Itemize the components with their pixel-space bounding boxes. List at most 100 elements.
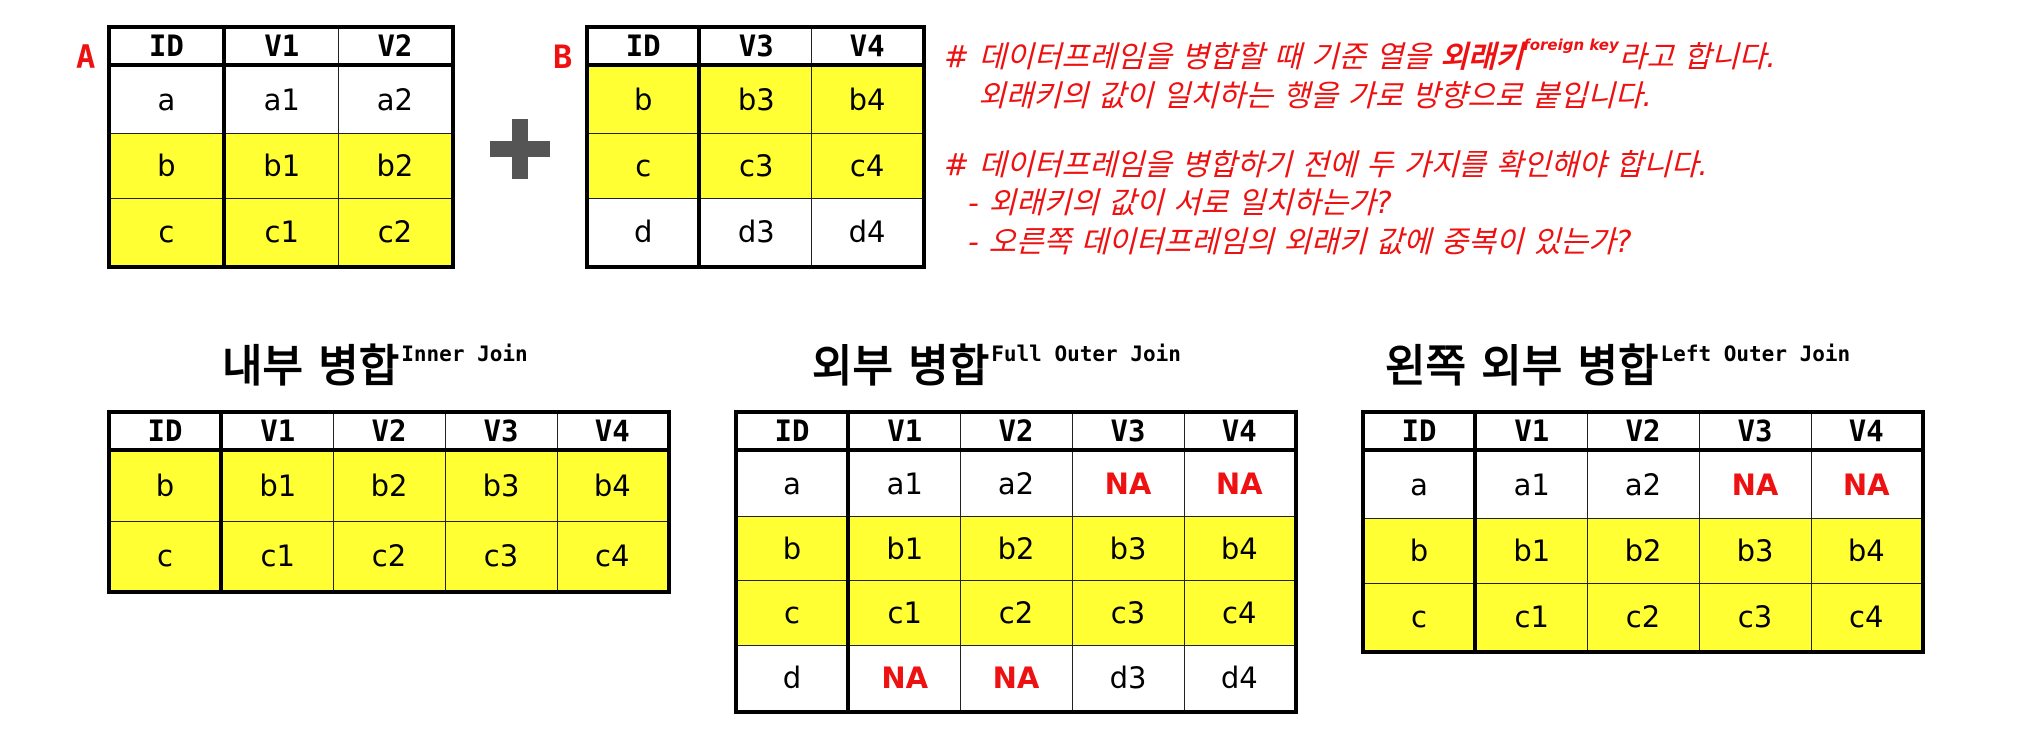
table-row: a a1 a2 NA NA	[735, 449, 1297, 518]
column-header: V1	[223, 26, 339, 66]
foreign-key-term: 외래키	[1440, 40, 1524, 75]
table-row: a a1 a2	[108, 64, 454, 134]
header-row: ID V1 V2	[108, 26, 454, 66]
column-header: V1	[1474, 411, 1588, 451]
outer-join-table: ID V1 V2 V3 V4 a a1 a2 NA NA b b1 b2 b3 b4 c c1 c2 c3 c4 d NA…	[734, 410, 1298, 714]
table-b-label: B	[553, 38, 573, 76]
inner-join-title: 내부 병합Inner Join	[222, 341, 528, 392]
column-header: ID	[108, 26, 226, 66]
column-header: ID	[1362, 411, 1477, 451]
note-line-1: # 데이터프레임을 병합할 때 기준 열을 외래키foreign key라고 합…	[944, 36, 1776, 75]
table-cell: c	[735, 580, 850, 646]
table-cell: c	[108, 198, 226, 268]
note-line-3: # 데이터프레임을 병합하기 전에 두 가지를 확인해야 합니다.	[944, 148, 1708, 183]
na-cell: NA	[1183, 449, 1297, 518]
table-cell: c	[586, 132, 702, 200]
table-row: c c3 c4	[586, 132, 925, 200]
table-row: b b1 b2	[108, 132, 454, 200]
na-cell: NA	[1071, 449, 1185, 518]
table-cell: b4	[556, 449, 670, 522]
column-header: V2	[332, 411, 446, 451]
table-cell: d4	[1183, 644, 1297, 713]
table-cell: c4	[1183, 580, 1297, 646]
table-cell: a1	[1474, 449, 1588, 519]
table-row: d d3 d4	[586, 198, 925, 268]
column-header: V1	[220, 411, 334, 451]
table-cell: c4	[811, 132, 925, 200]
table-cell: c3	[1071, 580, 1185, 646]
table-cell: a1	[223, 64, 339, 134]
column-header: V3	[698, 26, 813, 66]
table-cell: b3	[698, 64, 813, 134]
table-row: d NA NA d3 d4	[735, 644, 1297, 713]
table-cell: b	[735, 516, 850, 582]
table-cell: c2	[332, 520, 446, 593]
table-cell: b2	[337, 132, 454, 200]
outer-join-title-en: Full Outer Join	[991, 342, 1181, 366]
table-cell: c3	[698, 132, 813, 200]
table-row: c c1 c2	[108, 198, 454, 268]
left-join-title-en: Left Outer Join	[1660, 342, 1851, 366]
column-header: V4	[556, 411, 670, 451]
table-cell: a	[1362, 449, 1477, 519]
table-cell: a	[108, 64, 226, 134]
table-cell: d3	[1071, 644, 1185, 713]
column-header: V4	[1183, 411, 1297, 451]
note-line-5: - 오른쪽 데이터프레임의 외래키 값에 중복이 있는가?	[968, 225, 1632, 260]
table-cell: b2	[332, 449, 446, 522]
table-a: ID V1 V2 a a1 a2 b b1 b2 c c1 c2	[107, 25, 455, 269]
table-cell: a2	[959, 449, 1073, 518]
table-row: c c1 c2 c3 c4	[735, 580, 1297, 646]
table-cell: c1	[223, 198, 339, 268]
na-cell: NA	[847, 644, 961, 713]
left-join-title: 왼쪽 외부 병합Left Outer Join	[1385, 341, 1851, 392]
table-cell: d3	[698, 198, 813, 268]
table-row: b b1 b2 b3 b4	[108, 449, 670, 522]
table-cell: b2	[1586, 517, 1700, 585]
table-cell: c3	[1698, 583, 1812, 653]
table-cell: b1	[220, 449, 334, 522]
table-cell: a1	[847, 449, 961, 518]
table-cell: c1	[220, 520, 334, 593]
table-cell: d4	[811, 198, 925, 268]
outer-join-title: 외부 병합Full Outer Join	[812, 341, 1181, 392]
table-row: a a1 a2 NA NA	[1362, 449, 1924, 519]
na-cell: NA	[959, 644, 1073, 713]
table-cell: b3	[1071, 516, 1185, 582]
column-header: V1	[847, 411, 961, 451]
table-cell: c3	[444, 520, 558, 593]
table-cell: b3	[444, 449, 558, 522]
table-cell: b3	[1698, 517, 1812, 585]
table-cell: b4	[1183, 516, 1297, 582]
na-cell: NA	[1810, 449, 1924, 519]
table-row: b b3 b4	[586, 64, 925, 134]
table-cell: b	[108, 449, 223, 522]
column-header: V4	[811, 26, 925, 66]
column-header: V3	[444, 411, 558, 451]
table-cell: b4	[811, 64, 925, 134]
table-b: ID V3 V4 b b3 b4 c c3 c4 d d3 d4	[585, 25, 926, 269]
table-row: c c1 c2 c3 c4	[1362, 583, 1924, 653]
table-row: c c1 c2 c3 c4	[108, 520, 670, 593]
column-header: V2	[337, 26, 454, 66]
foreign-key-english: foreign key	[1523, 36, 1619, 54]
table-cell: b1	[847, 516, 961, 582]
table-cell: a2	[1586, 449, 1700, 519]
column-header: ID	[108, 411, 223, 451]
table-cell: d	[586, 198, 702, 268]
table-cell: c4	[556, 520, 670, 593]
table-a-label: A	[76, 38, 96, 76]
table-row: b b1 b2 b3 b4	[1362, 517, 1924, 585]
table-row: b b1 b2 b3 b4	[735, 516, 1297, 582]
header-row: ID V1 V2 V3 V4	[108, 411, 670, 451]
note-line-4: - 외래키의 값이 서로 일치하는가?	[968, 186, 1392, 221]
table-cell: b	[586, 64, 702, 134]
table-cell: b1	[1474, 517, 1588, 585]
column-header: V2	[1586, 411, 1700, 451]
plus-icon	[490, 119, 550, 179]
column-header: V2	[959, 411, 1073, 451]
note-line-2: 외래키의 값이 일치하는 행을 가로 방향으로 붙입니다.	[978, 79, 1652, 114]
table-cell: c2	[1586, 583, 1700, 653]
left-join-table: ID V1 V2 V3 V4 a a1 a2 NA NA b b1 b2 b3 b4 c c1 c2 c3 c4	[1361, 410, 1925, 654]
table-cell: c1	[1474, 583, 1588, 653]
